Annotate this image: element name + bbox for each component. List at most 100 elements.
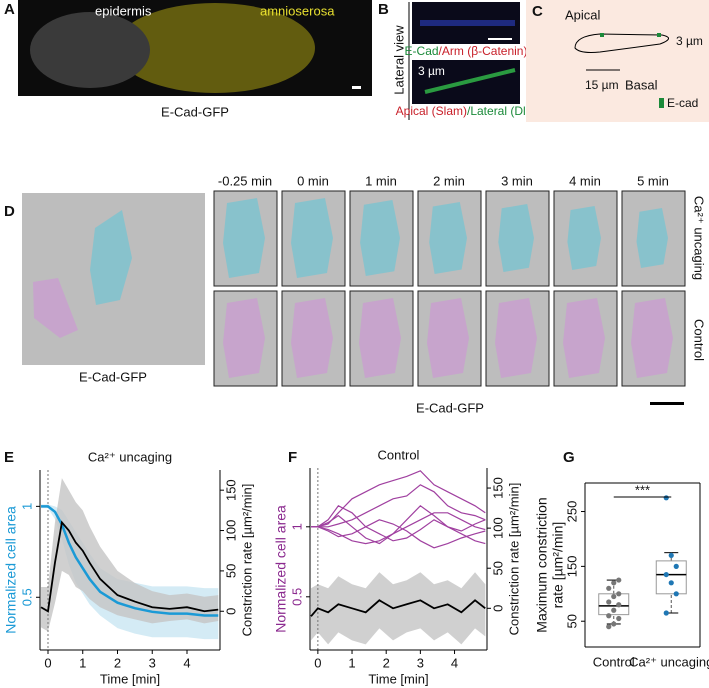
caption-part: Apical (Slam) bbox=[396, 104, 467, 118]
caption: E-Cad-GFP bbox=[79, 369, 147, 384]
time-label: 0 min bbox=[297, 173, 329, 188]
x-tick-label: 4 bbox=[183, 655, 190, 670]
data-point bbox=[663, 610, 669, 616]
caption-part: /Lateral (Dlg) bbox=[467, 104, 536, 118]
panel-letter: D bbox=[4, 203, 15, 220]
image-detail bbox=[420, 20, 515, 26]
x-tick-label: 3 bbox=[417, 655, 424, 670]
data-line bbox=[310, 599, 486, 617]
chart-title: Control bbox=[378, 447, 420, 462]
cell-highlight bbox=[498, 204, 534, 272]
label: 3 µm bbox=[676, 34, 703, 48]
control-cell bbox=[33, 278, 78, 338]
data-line bbox=[311, 505, 486, 545]
row-label: Control bbox=[692, 319, 707, 361]
data-point bbox=[668, 580, 674, 586]
junction bbox=[600, 33, 604, 37]
label: Basal bbox=[625, 77, 658, 92]
scale-bar bbox=[352, 86, 361, 89]
data-line bbox=[311, 505, 486, 545]
cell-outline bbox=[574, 33, 669, 53]
data-point bbox=[616, 602, 622, 608]
scale-bar bbox=[488, 38, 512, 40]
x-tick-label: Ca²⁺ uncaging bbox=[629, 654, 709, 669]
data-point bbox=[668, 552, 674, 559]
scale-label: 3 µm bbox=[418, 64, 445, 78]
legend-label: E-cad bbox=[667, 96, 698, 110]
significance-label: *** bbox=[635, 482, 650, 497]
cell-highlight bbox=[631, 298, 673, 378]
y-tick-label: 0.5 bbox=[19, 588, 34, 606]
cell-highlight bbox=[291, 198, 333, 278]
time-label: 1 min bbox=[365, 173, 397, 188]
time-label: 4 min bbox=[569, 173, 601, 188]
label: 15 µm bbox=[585, 78, 619, 92]
junction bbox=[657, 33, 661, 37]
cell-highlight bbox=[563, 298, 605, 378]
x-tick-label: 2 bbox=[114, 655, 121, 670]
y2-tick-label: 0 bbox=[223, 608, 238, 615]
panel-letter: C bbox=[532, 3, 543, 20]
y-axis-label: Normalized cell area bbox=[3, 506, 19, 634]
data-point bbox=[611, 593, 617, 600]
data-point bbox=[611, 607, 617, 613]
data-point bbox=[663, 571, 669, 578]
caption: E-Cad-GFP bbox=[416, 400, 484, 415]
scale-bar bbox=[650, 402, 684, 405]
y-tick-label: 1 bbox=[19, 503, 34, 510]
time-series: -0.25 min 0 min 1 min 2 min 3 min 4 min 5 min bbox=[213, 173, 686, 387]
caption-part: /Arm (β-Catenin) bbox=[439, 44, 528, 58]
target-cell bbox=[90, 210, 132, 305]
diagram-background bbox=[526, 0, 709, 122]
cell-highlight bbox=[495, 298, 537, 378]
label: epidermis bbox=[95, 3, 152, 18]
y2-tick-label: 50 bbox=[223, 564, 238, 578]
time-label: 3 min bbox=[501, 173, 533, 188]
panel-letter: F bbox=[288, 449, 297, 466]
y2-tick-label: 50 bbox=[490, 561, 505, 575]
x-tick-label: Control bbox=[593, 654, 635, 669]
x-tick-label: 1 bbox=[348, 655, 355, 670]
cell-highlight bbox=[429, 202, 467, 274]
box bbox=[598, 593, 630, 616]
cell-highlight bbox=[427, 298, 469, 378]
caption-part: E-Cad bbox=[405, 44, 439, 58]
data-point bbox=[663, 495, 669, 501]
epidermis-region bbox=[30, 12, 150, 88]
label: Apical bbox=[565, 7, 601, 22]
y-axis-label: Normalized cell area bbox=[273, 505, 289, 633]
y2-tick-label: 0 bbox=[490, 605, 505, 612]
y2-axis-label: Constriction rate [µm²/min] bbox=[239, 484, 254, 637]
box bbox=[655, 560, 687, 595]
data-point bbox=[606, 613, 612, 619]
cell-highlight bbox=[567, 206, 601, 270]
data-point bbox=[611, 621, 617, 627]
x-tick-label: 0 bbox=[314, 655, 321, 670]
data-point bbox=[606, 624, 612, 630]
x-tick-label: 2 bbox=[383, 655, 390, 670]
data-point bbox=[616, 577, 622, 583]
x-axis-label: Time [min] bbox=[100, 671, 160, 686]
caption: E-Cad/Arm (β-Catenin) bbox=[405, 44, 528, 58]
panel-letter: A bbox=[4, 1, 15, 18]
data-point bbox=[611, 580, 617, 586]
data-point bbox=[606, 585, 612, 591]
data-line bbox=[40, 520, 219, 613]
y2-tick-label: 100 bbox=[223, 520, 238, 542]
time-label: 2 min bbox=[433, 173, 465, 188]
cell-highlight bbox=[636, 208, 668, 268]
panel-letter: B bbox=[378, 1, 389, 18]
side-label: Lateral view bbox=[391, 25, 406, 95]
y-axis-label: rate [µm²/min] bbox=[550, 522, 566, 609]
cell-highlight bbox=[223, 298, 265, 378]
y-tick-label: 150 bbox=[564, 556, 579, 578]
error-band bbox=[41, 478, 219, 632]
time-label: -0.25 min bbox=[218, 173, 272, 188]
x-tick-label: 1 bbox=[79, 655, 86, 670]
x-axis-label: Time [min] bbox=[368, 671, 428, 686]
amnioserosa-region bbox=[115, 3, 315, 93]
y2-tick-label: 150 bbox=[490, 477, 505, 499]
y-tick-label: 1 bbox=[289, 523, 304, 530]
